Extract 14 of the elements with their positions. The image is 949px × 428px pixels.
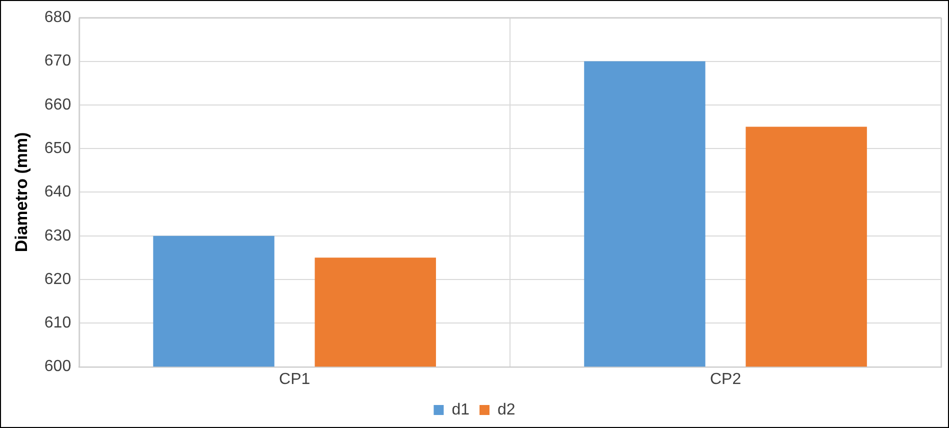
y-tick-label: 630 xyxy=(44,227,72,244)
x-tick-label: CP1 xyxy=(279,370,310,388)
y-tick-label: 620 xyxy=(44,270,72,288)
y-tick-label: 680 xyxy=(44,9,72,26)
legend-label: d1 xyxy=(452,401,470,418)
y-tick-label: 600 xyxy=(44,358,72,376)
x-tick-label: CP2 xyxy=(710,370,742,388)
y-tick-label: 610 xyxy=(44,314,72,332)
y-tick-label: 670 xyxy=(44,52,72,70)
y-tick-label: 650 xyxy=(44,140,72,157)
legend-label: d2 xyxy=(498,401,516,418)
y-tick-label: 640 xyxy=(44,184,72,201)
y-tick-label: 660 xyxy=(44,96,72,114)
y-axis-title: Diametro (mm) xyxy=(12,132,31,252)
